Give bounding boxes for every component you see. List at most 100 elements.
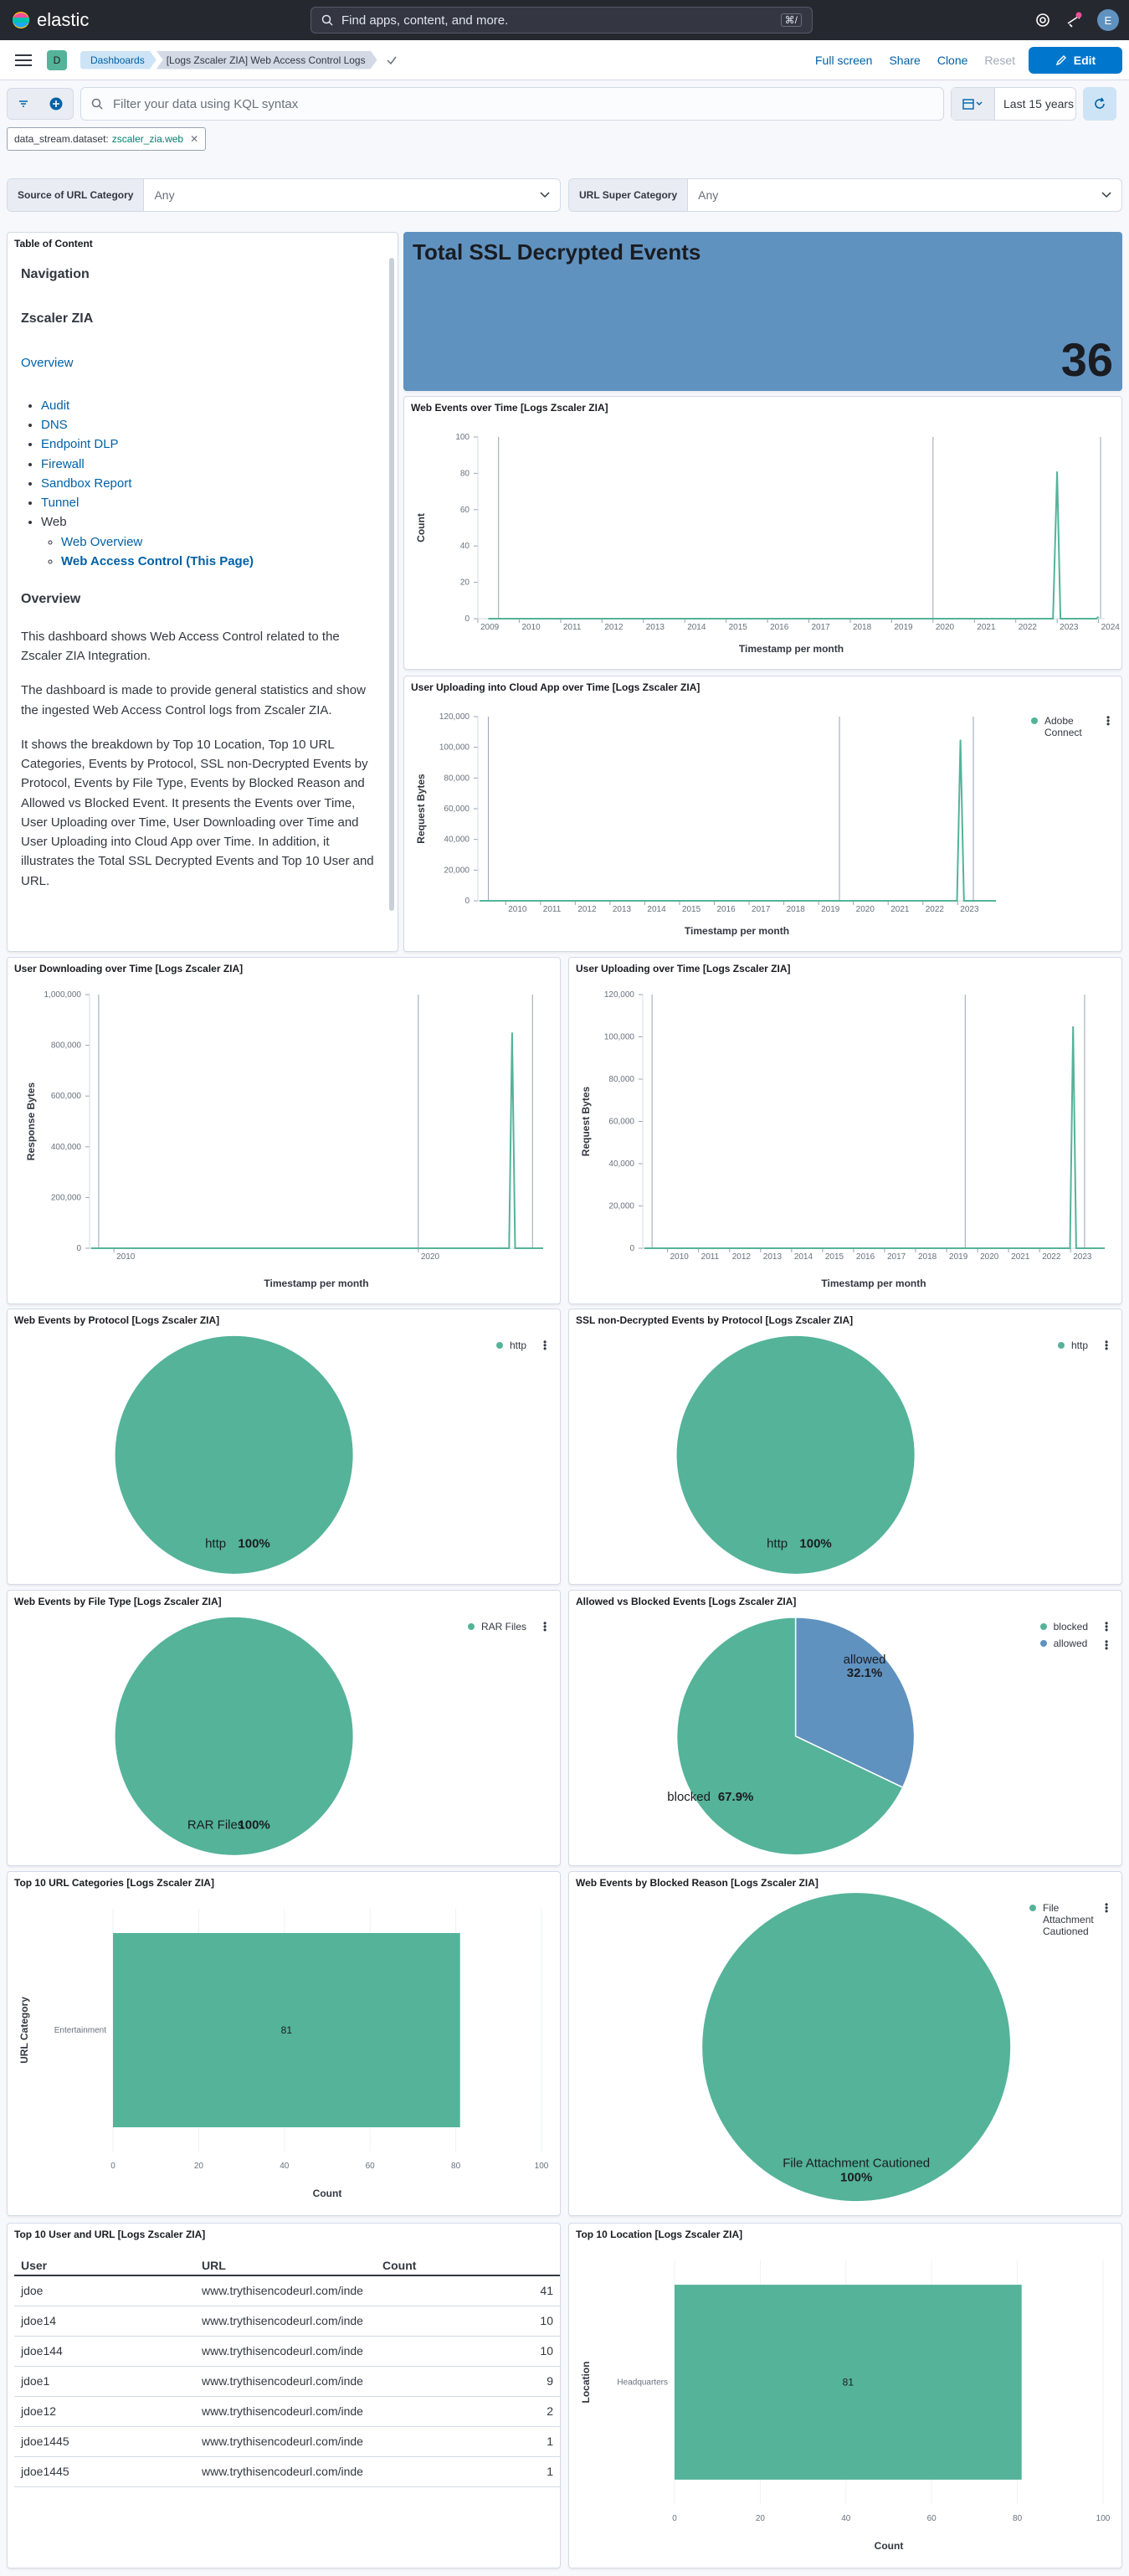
saved-check-icon [387,56,397,64]
toc-link-dns[interactable]: DNS [41,418,68,433]
elastic-logo[interactable]: elastic [12,9,89,31]
toc-link-web-overview[interactable]: Web Overview [61,534,143,549]
metric-title: Total SSL Decrypted Events [413,239,701,265]
space-avatar[interactable]: D [47,49,67,70]
pie-slice[interactable] [702,1893,1011,2202]
help-icon[interactable] [1035,13,1050,28]
y-tick-label: 80,000 [444,774,470,783]
x-tick-label: 2016 [770,623,789,632]
control-url-category-source[interactable]: Source of URL Category Any [7,178,561,212]
news-feed-icon[interactable] [1065,12,1082,28]
toc-link-tunnel[interactable]: Tunnel [41,496,80,511]
filter-icon[interactable] [18,98,29,110]
legend-color-dot [1031,717,1038,724]
y-tick-label: 80 [460,469,470,478]
clone-button[interactable]: Clone [937,53,968,67]
filter-pill[interactable]: data_stream.dataset: zscaler_zia.web ✕ [7,127,207,151]
toc-scrollbar[interactable] [389,258,394,911]
chevron-down-icon [1101,192,1111,198]
filter-pill-value: zscaler_zia.web [111,133,184,145]
legend-options-icon[interactable]: • • • [1105,1636,1109,1654]
toc-link-firewall[interactable]: Firewall [41,456,85,471]
legend-options-icon[interactable]: • • • [1105,1899,1109,1917]
legend-label: blocked [1053,1621,1088,1632]
pie-slice[interactable] [115,1335,353,1574]
remove-filter-icon[interactable]: ✕ [190,133,199,145]
pie-chart: http 100% [676,1335,915,1574]
add-filter-icon[interactable] [49,96,64,111]
y-tick-label: 40,000 [444,836,470,845]
legend-item[interactable]: http [1057,1339,1088,1351]
bar[interactable] [113,1933,460,2127]
legend-item[interactable]: File Attachment Cautioned [1029,1902,1094,1937]
pie-slice[interactable] [115,1617,353,1855]
x-tick-label: 80 [451,2162,461,2171]
pie-slice[interactable] [675,1617,904,1856]
url-cell[interactable]: www.trythisencodeurl.com/inde [195,2456,376,2487]
slice-percent: 100% [840,2171,872,2185]
top-url-categories-panel: Top 10 URL Categories [Logs Zscaler ZIA]… [7,1871,561,2216]
bar[interactable] [675,2285,1022,2480]
series-line[interactable] [480,739,996,902]
legend-item[interactable]: RAR Files [468,1621,526,1632]
kql-search-input[interactable]: Filter your data using KQL syntax [80,87,944,121]
control-url-super-category[interactable]: URL Super Category Any [568,178,1122,212]
x-tick-label: 2014 [794,1252,813,1262]
date-picker[interactable]: Last 15 years [951,87,1076,121]
x-tick-label: 2021 [890,905,910,914]
toc-link-audit[interactable]: Audit [41,398,70,413]
y-tick-label: 0 [76,1244,81,1253]
legend-label: http [1070,1339,1088,1351]
series-line[interactable] [644,1026,1105,1249]
toc-link-sandbox-report[interactable]: Sandbox Report [41,476,132,491]
url-cell[interactable]: www.trythisencodeurl.com/inde [195,2275,376,2306]
legend-options-icon[interactable]: • • • [1106,712,1111,730]
legend-options-icon[interactable]: • • • [543,1336,547,1355]
url-cell[interactable]: www.trythisencodeurl.com/inde [195,2366,376,2397]
edit-button[interactable]: Edit [1029,46,1122,74]
pie-slice[interactable] [794,1617,916,1789]
user-avatar[interactable]: E [1097,9,1119,31]
y-tick-label: 100 [455,433,470,442]
control-label: URL Super Category [569,179,689,211]
breadcrumb-dashboards[interactable]: Dashboards [80,51,157,69]
legend-options-icon[interactable]: • • • [543,1617,547,1636]
url-cell[interactable]: www.trythisencodeurl.com/inde [195,2396,376,2427]
reset-button[interactable]: Reset [984,53,1015,67]
legend-item[interactable]: blocked [1039,1621,1088,1632]
global-search[interactable]: Find apps, content, and more. ⌘/ [310,7,813,33]
url-cell[interactable]: www.trythisencodeurl.com/inde [195,2306,376,2337]
url-cell[interactable]: www.trythisencodeurl.com/inde [195,2336,376,2367]
legend-item[interactable]: http [495,1339,526,1351]
full-screen-button[interactable]: Full screen [815,53,873,67]
x-tick-label: 2023 [960,905,979,914]
slice-percent: 100% [238,1818,269,1833]
legend-options-icon[interactable]: • • • [1105,1617,1109,1636]
table-row: jdoe14 www.trythisencodeurl.com/inde 10 [14,2306,560,2337]
column-header-count[interactable]: Count [376,2255,560,2276]
refresh-button[interactable] [1083,87,1116,121]
url-cell[interactable]: www.trythisencodeurl.com/inde [195,2426,376,2457]
y-tick-label: 120,000 [604,990,635,1000]
legend-options-icon[interactable]: • • • [1105,1336,1109,1355]
user-cell: jdoe144 [14,2336,195,2367]
column-header-url[interactable]: URL [195,2255,376,2276]
x-tick-label: 2013 [763,1252,783,1262]
menu-toggle-button[interactable] [15,51,32,69]
legend-item[interactable]: Adobe Connect [1031,715,1090,738]
overview-link[interactable]: Overview [21,355,74,370]
toc-link-web-access-control[interactable]: Web Access Control (This Page) [61,553,254,568]
column-header-user[interactable]: User [14,2255,195,2276]
series-line[interactable] [90,1032,543,1249]
x-axis-title: Timestamp per month [264,1278,368,1289]
y-axis-title: Location [580,2362,592,2404]
share-button[interactable]: Share [889,53,921,67]
top-location-panel: Top 10 Location [Logs Zscaler ZIA] 0 20 40 6… [568,2223,1122,2568]
y-tick-label: 20,000 [608,1202,634,1211]
quick-select-button[interactable] [952,88,995,120]
pie-slice[interactable] [676,1335,915,1574]
events-by-protocol-panel: Web Events by Protocol [Logs Zscaler ZIA… [7,1309,561,1585]
toc-link-endpoint-dlp[interactable]: Endpoint DLP [41,437,119,452]
series-line[interactable] [488,471,1100,620]
legend-item[interactable]: allowed [1039,1638,1088,1649]
